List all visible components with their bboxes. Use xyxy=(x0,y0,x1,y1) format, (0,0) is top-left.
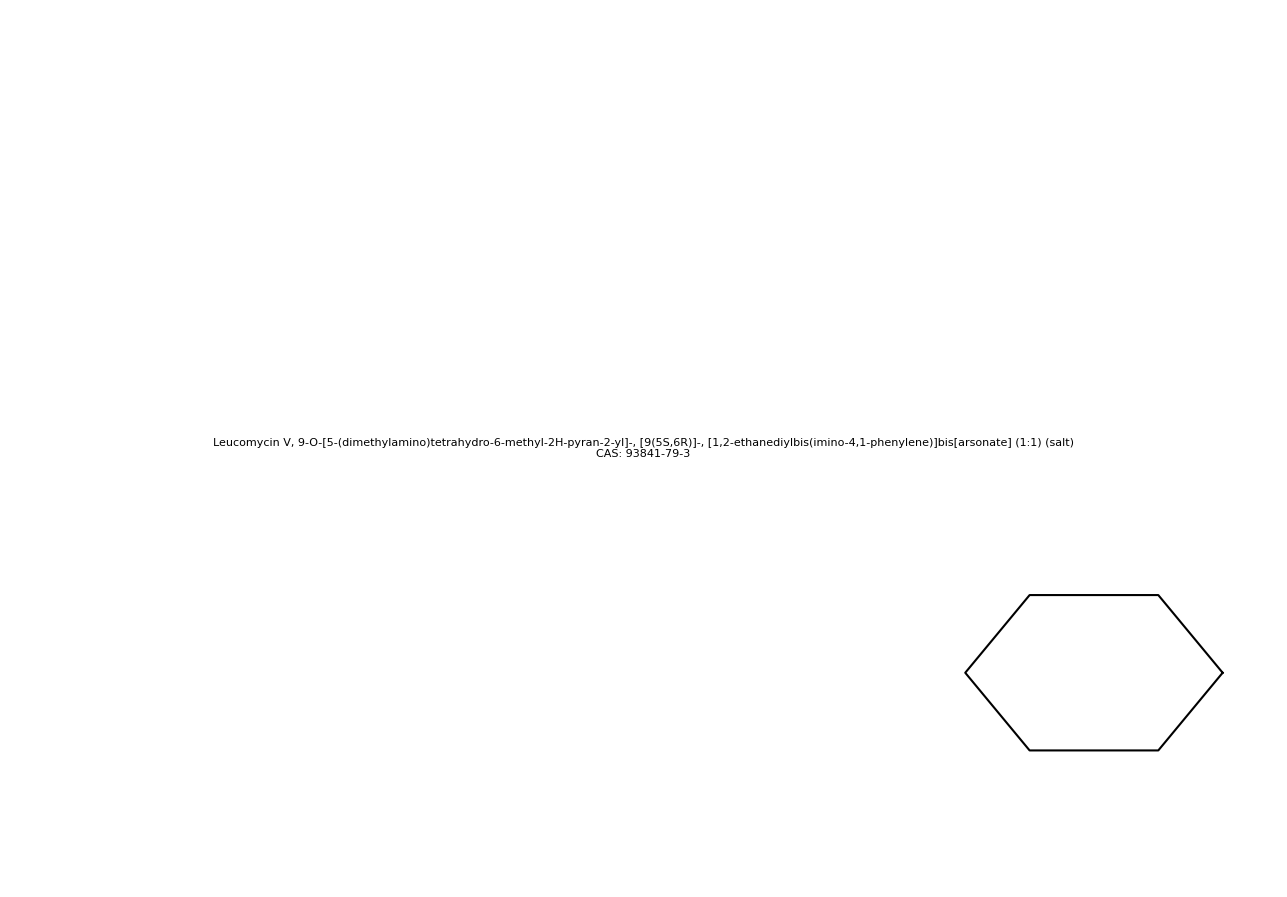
Text: Leucomycin V, 9-O-[5-(dimethylamino)tetrahydro-6-methyl-2H-pyran-2-yl]-, [9(5S,6: Leucomycin V, 9-O-[5-(dimethylamino)tetr… xyxy=(214,438,1073,459)
